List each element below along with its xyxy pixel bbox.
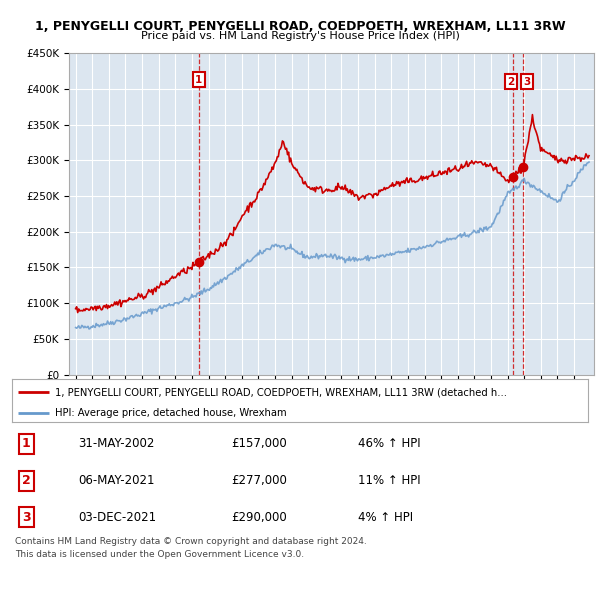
Text: £277,000: £277,000 (231, 474, 287, 487)
Text: 2: 2 (507, 77, 514, 87)
Text: £157,000: £157,000 (231, 437, 287, 451)
Text: HPI: Average price, detached house, Wrexham: HPI: Average price, detached house, Wrex… (55, 408, 287, 418)
Text: 06-MAY-2021: 06-MAY-2021 (78, 474, 155, 487)
Text: 1: 1 (195, 74, 203, 84)
Text: 31-MAY-2002: 31-MAY-2002 (78, 437, 155, 451)
Text: 1, PENYGELLI COURT, PENYGELLI ROAD, COEDPOETH, WREXHAM, LL11 3RW (detached h...: 1, PENYGELLI COURT, PENYGELLI ROAD, COED… (55, 387, 507, 397)
Text: 1, PENYGELLI COURT, PENYGELLI ROAD, COEDPOETH, WREXHAM, LL11 3RW: 1, PENYGELLI COURT, PENYGELLI ROAD, COED… (35, 20, 565, 33)
Text: 11% ↑ HPI: 11% ↑ HPI (358, 474, 420, 487)
Text: 46% ↑ HPI: 46% ↑ HPI (358, 437, 420, 451)
Text: 3: 3 (22, 510, 31, 524)
Text: 1: 1 (22, 437, 31, 451)
Text: £290,000: £290,000 (231, 510, 287, 524)
Text: Contains HM Land Registry data © Crown copyright and database right 2024.
This d: Contains HM Land Registry data © Crown c… (15, 537, 367, 559)
Text: Price paid vs. HM Land Registry's House Price Index (HPI): Price paid vs. HM Land Registry's House … (140, 31, 460, 41)
Text: 03-DEC-2021: 03-DEC-2021 (78, 510, 157, 524)
Text: 4% ↑ HPI: 4% ↑ HPI (358, 510, 413, 524)
Text: 2: 2 (22, 474, 31, 487)
Text: 3: 3 (523, 77, 530, 87)
